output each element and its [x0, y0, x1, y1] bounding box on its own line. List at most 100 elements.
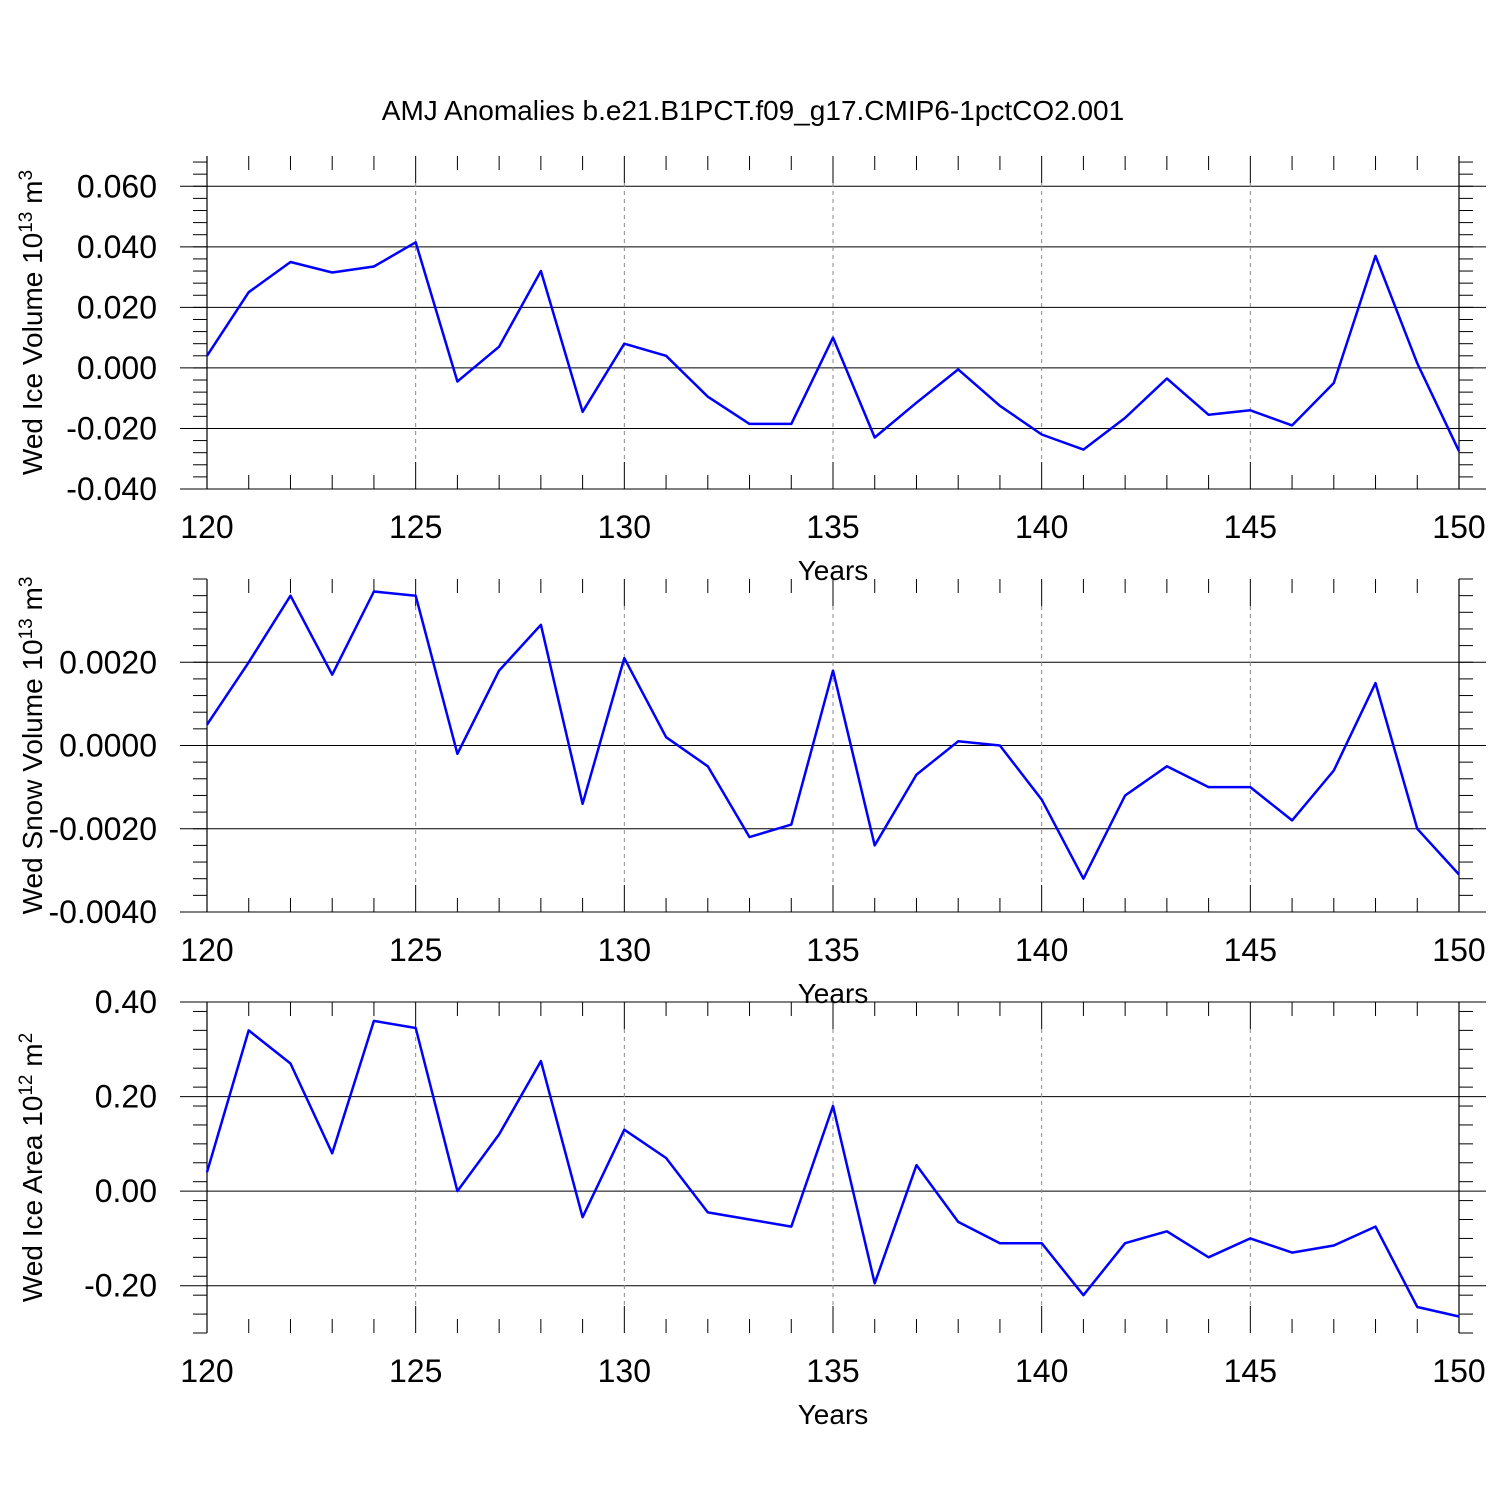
- data-point: [205, 354, 209, 358]
- x-tick-label: 130: [598, 932, 651, 968]
- x-tick-label: 145: [1224, 932, 1277, 968]
- data-point: [288, 260, 292, 264]
- data-point: [956, 739, 960, 743]
- data-point: [748, 835, 752, 839]
- data-point: [330, 1151, 334, 1155]
- y-axis-label-unit-exponent: 3: [16, 577, 37, 588]
- data-point: [1165, 377, 1169, 381]
- y-tick-label: 0.20: [95, 1079, 157, 1115]
- data-line: [205, 1019, 1460, 1318]
- data-point: [1290, 423, 1294, 427]
- data-point: [372, 589, 376, 593]
- panel-3: -0.20 0.00 0.20 0.40 120 125 130 135 140 145 150 Ye…: [16, 984, 1486, 1430]
- data-point: [497, 669, 501, 673]
- data-point: [581, 410, 585, 414]
- data-point: [1248, 1236, 1252, 1240]
- x-tick-label: 135: [806, 509, 859, 545]
- data-point: [330, 271, 334, 275]
- data-point: [914, 401, 918, 405]
- data-point: [414, 1026, 418, 1030]
- data-point: [1374, 1225, 1378, 1229]
- data-point: [914, 1163, 918, 1167]
- data-point: [539, 269, 543, 273]
- y-tick-label: -0.0020: [48, 811, 157, 847]
- data-point: [1332, 768, 1336, 772]
- data-point: [1165, 764, 1169, 768]
- y-tick-label: 0.040: [77, 229, 157, 265]
- data-point: [372, 1019, 376, 1023]
- y-tick-label: -0.20: [84, 1268, 157, 1304]
- data-point: [831, 669, 835, 673]
- x-tick-label: 120: [180, 932, 233, 968]
- y-tick-label: -0.020: [66, 410, 157, 446]
- data-point: [706, 764, 710, 768]
- x-tick-label: 120: [180, 509, 233, 545]
- x-tick-label: 140: [1015, 509, 1068, 545]
- data-point: [748, 1218, 752, 1222]
- y-axis-label-exponent: 12: [16, 1075, 37, 1096]
- x-tick-label: 125: [389, 1353, 442, 1389]
- y-axis-label-text: Wed Ice Volume 10: [17, 233, 48, 475]
- x-tick-label: 150: [1432, 1353, 1485, 1389]
- y-axis-label: Wed Ice Volume 1013 m3: [16, 170, 48, 475]
- x-tick-label: 120: [180, 1353, 233, 1389]
- data-point: [748, 422, 752, 426]
- data-point: [956, 367, 960, 371]
- data-point: [497, 1132, 501, 1136]
- data-point: [789, 823, 793, 827]
- data-point: [831, 1104, 835, 1108]
- data-point: [831, 336, 835, 340]
- data-point: [288, 1061, 292, 1065]
- data-point: [1081, 1293, 1085, 1297]
- data-point: [1457, 1314, 1461, 1318]
- data-point: [581, 1215, 585, 1219]
- data-point: [873, 1281, 877, 1285]
- y-tick-label: 0.00: [95, 1173, 157, 1209]
- y-axis-label-unit: m: [17, 1043, 48, 1074]
- y-tick-label: 0.40: [95, 984, 157, 1020]
- data-point: [998, 1241, 1002, 1245]
- y-axis-label-unit-exponent: 2: [16, 1033, 37, 1044]
- y-tick-label: 0.0020: [59, 644, 157, 680]
- data-point: [914, 773, 918, 777]
- data-point: [1457, 449, 1461, 453]
- data-point: [789, 1225, 793, 1229]
- x-tick-label: 135: [806, 932, 859, 968]
- data-point: [205, 723, 209, 727]
- data-point: [873, 436, 877, 440]
- data-point: [1248, 785, 1252, 789]
- x-tick-label: 140: [1015, 1353, 1068, 1389]
- y-tick-label: 0.060: [77, 168, 157, 204]
- y-axis-label: Wed Snow Volume 1013 m3: [16, 577, 48, 915]
- data-point: [247, 290, 251, 294]
- data-point: [414, 594, 418, 598]
- data-point: [330, 673, 334, 677]
- y-axis-label-exponent: 13: [16, 618, 37, 639]
- y-tick-label: -0.0040: [48, 894, 157, 930]
- y-tick-label: 0.0000: [59, 728, 157, 764]
- y-axis-label-unit: m: [17, 587, 48, 618]
- data-point: [497, 345, 501, 349]
- data-point: [455, 380, 459, 384]
- data-point: [1415, 827, 1419, 831]
- data-point: [1123, 416, 1127, 420]
- x-tick-label: 150: [1432, 932, 1485, 968]
- y-axis-label: Wed Ice Area 1012 m2: [16, 1033, 48, 1302]
- data-point: [1332, 1244, 1336, 1248]
- data-point: [539, 623, 543, 627]
- y-axis-label-unit-exponent: 3: [16, 170, 37, 181]
- data-line: [205, 241, 1461, 452]
- data-point: [1207, 785, 1211, 789]
- y-axis-label-text: Wed Ice Area 10: [17, 1096, 48, 1303]
- data-point: [455, 1189, 459, 1193]
- x-tick-label: 150: [1432, 509, 1485, 545]
- data-point: [622, 656, 626, 660]
- y-axis-label-text: Wed Snow Volume 10: [17, 639, 48, 914]
- panel-1: -0.040 -0.020 0.000 0.020 0.040 0.060 120 125 13…: [16, 156, 1486, 586]
- x-tick-label: 145: [1224, 509, 1277, 545]
- y-tick-label: 0.020: [77, 289, 157, 325]
- x-tick-label: 145: [1224, 1353, 1277, 1389]
- data-point: [1290, 1251, 1294, 1255]
- x-tick-label: 130: [598, 509, 651, 545]
- data-point: [998, 404, 1002, 408]
